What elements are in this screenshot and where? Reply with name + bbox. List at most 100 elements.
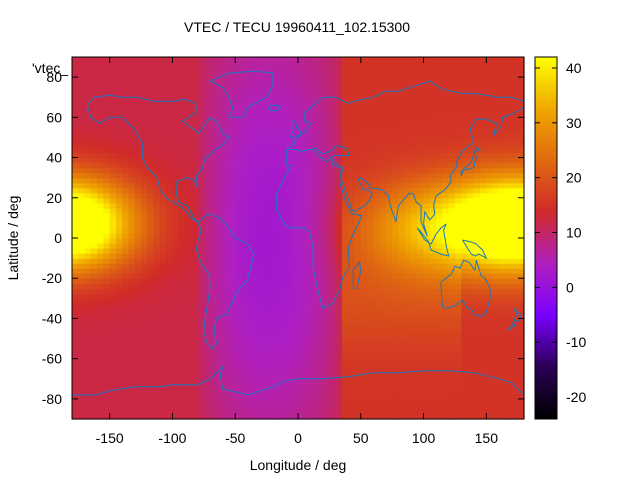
heatmap-cell [411,152,418,159]
heatmap-cell [392,82,400,88]
heatmap-cell [448,202,456,209]
heatmap-cell [505,358,513,365]
heatmap-cell [178,187,186,194]
heatmap-cell [228,202,236,209]
heatmap-cell [191,338,199,345]
heatmap-cell [185,107,192,113]
heatmap-cell [210,142,217,149]
heatmap-cell [423,323,431,330]
heatmap-cell [241,227,249,234]
heatmap-cell [210,308,217,315]
heatmap-cell [436,167,443,174]
heatmap-cell [341,333,349,340]
heatmap-cell [329,393,337,400]
heatmap-cell [392,142,400,149]
heatmap-cell [436,383,443,390]
heatmap-cell [454,398,462,405]
heatmap-cell [72,373,79,380]
heatmap-cell [115,293,123,299]
heatmap-cell [97,227,104,234]
heatmap-cell [398,343,406,350]
heatmap-cell [298,152,305,159]
heatmap-cell [159,217,167,224]
heatmap-cell [203,222,211,229]
heatmap-cell [354,152,362,159]
heatmap-cell [279,117,287,123]
heatmap-cell [153,142,161,149]
heatmap-cell [398,142,406,149]
heatmap-cell [103,87,111,93]
heatmap-cell [417,348,425,355]
heatmap-cell [367,132,374,139]
heatmap-cell [134,137,142,144]
heatmap-cell [436,127,443,134]
heatmap-cell [360,248,368,254]
heatmap-cell [310,152,318,159]
heatmap-cell [442,227,450,234]
heatmap-cell [316,172,324,179]
heatmap-cell [260,157,268,164]
heatmap-cell [360,82,368,88]
heatmap-cell [323,102,330,108]
heatmap-cell [84,348,92,355]
heatmap-cell [398,72,406,78]
heatmap-cell [90,363,98,370]
heatmap-cell [310,92,318,98]
heatmap-cell [417,363,425,370]
heatmap-cell [172,308,180,315]
heatmap-cell [185,97,192,103]
heatmap-cell [379,303,387,309]
heatmap-cell [373,328,381,335]
heatmap-cell [260,263,268,269]
heatmap-cell [404,222,412,229]
heatmap-cell [235,67,243,73]
heatmap-cell [128,57,136,63]
heatmap-cell [216,137,224,144]
heatmap-cell [153,373,161,380]
heatmap-cell [316,238,324,244]
heatmap-cell [197,162,205,169]
heatmap-cell [360,157,368,164]
heatmap-cell [260,298,268,304]
heatmap-cell [373,393,381,400]
heatmap-cell [172,82,180,88]
heatmap-cell [442,283,450,289]
heatmap-cell [354,137,362,144]
heatmap-cell [134,212,142,219]
heatmap-cell [266,212,274,219]
heatmap-cell [228,298,236,304]
heatmap-cell [247,152,255,159]
heatmap-cell [228,373,236,380]
heatmap-cell [417,177,425,184]
heatmap-cell [298,227,305,234]
heatmap-cell [310,212,318,219]
heatmap-cell [197,212,205,219]
heatmap-cell [72,132,79,139]
heatmap-cell [103,177,111,184]
heatmap-cell [72,217,79,224]
heatmap-cell [436,57,443,63]
heatmap-cell [78,92,86,98]
heatmap-cell [134,97,142,103]
heatmap-cell [272,207,280,214]
heatmap-cell [254,258,261,264]
heatmap-cell [417,328,425,335]
heatmap-cell [185,137,192,144]
heatmap-cell [191,172,199,179]
heatmap-cell [254,202,261,209]
heatmap-cell [97,167,104,174]
heatmap-cell [115,97,123,103]
heatmap-cell [335,388,343,395]
heatmap-cell [454,222,462,229]
heatmap-cell [254,182,261,189]
heatmap-cell [398,378,406,385]
heatmap-cell [461,333,469,340]
heatmap-cell [404,162,412,169]
heatmap-cell [348,162,356,169]
heatmap-cell [436,288,443,294]
heatmap-cell [228,348,236,355]
heatmap-cell [291,172,299,179]
heatmap-cell [228,57,236,63]
heatmap-cell [360,303,368,309]
heatmap-cell [285,167,293,174]
